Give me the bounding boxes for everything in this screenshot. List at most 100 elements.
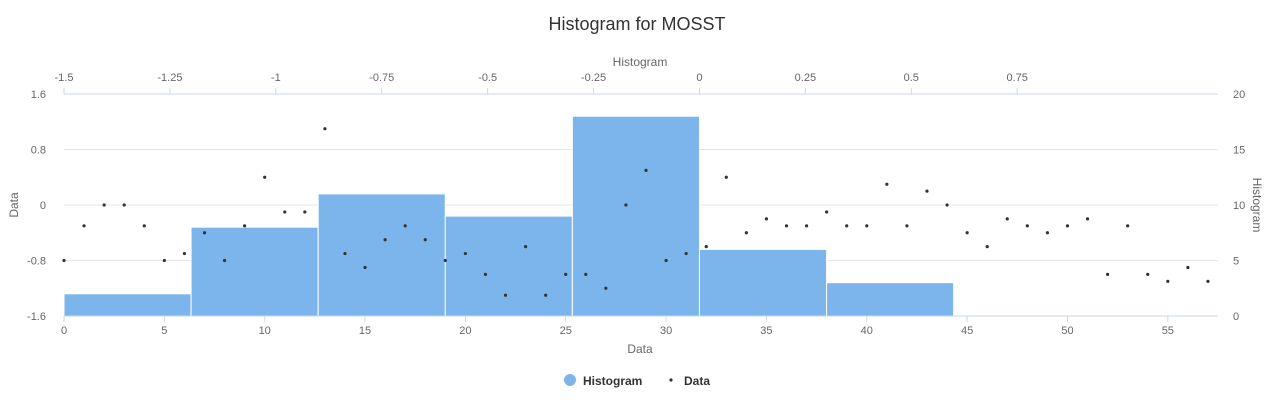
data-point[interactable]: [263, 175, 267, 179]
data-point[interactable]: [323, 127, 327, 131]
legend-histogram-symbol: [564, 374, 576, 386]
data-point[interactable]: [1146, 272, 1150, 276]
data-point[interactable]: [744, 231, 748, 235]
data-point[interactable]: [303, 210, 307, 214]
data-point[interactable]: [162, 258, 166, 263]
histogram-bar[interactable]: [826, 282, 955, 317]
data-point[interactable]: [102, 203, 106, 207]
data-point[interactable]: [664, 258, 668, 263]
data-point[interactable]: [764, 217, 769, 221]
x-top-tick-label: -0.25: [581, 72, 606, 84]
data-point[interactable]: [483, 272, 488, 276]
data-point[interactable]: [383, 238, 387, 242]
legend-data-label: Data: [684, 374, 710, 388]
data-point[interactable]: [524, 245, 528, 249]
histogram-bar[interactable]: [63, 293, 192, 317]
x-bottom-tick-label: 40: [861, 325, 873, 337]
data-point[interactable]: [82, 224, 86, 228]
data-point[interactable]: [62, 258, 66, 263]
data-point[interactable]: [403, 224, 407, 228]
y-right-tick-label: 5: [1233, 256, 1239, 268]
y-right-tick-label: 20: [1233, 89, 1245, 101]
y-left-tick-label: -1.6: [27, 311, 46, 323]
data-point[interactable]: [584, 272, 588, 276]
x-bottom-tick-label: 5: [161, 325, 167, 337]
data-points: [62, 127, 1210, 297]
data-point[interactable]: [423, 238, 427, 242]
data-point[interactable]: [243, 224, 247, 228]
y-left-tick-label: 1.6: [31, 89, 46, 101]
data-point[interactable]: [463, 251, 467, 256]
x-top-tick-label: -1.25: [157, 72, 182, 84]
histogram-bar[interactable]: [317, 193, 446, 317]
data-point[interactable]: [604, 286, 608, 290]
data-point[interactable]: [503, 293, 508, 297]
x-top-tick-label: 0: [696, 72, 702, 84]
x-bottom-tick-label: 10: [259, 325, 271, 337]
data-point[interactable]: [283, 210, 287, 214]
data-point[interactable]: [443, 258, 447, 263]
data-point[interactable]: [1065, 224, 1070, 228]
x-top-tick-label: 0.5: [904, 72, 919, 84]
x-bottom-axis-title: Data: [627, 342, 653, 356]
legend-item-data[interactable]: Data: [669, 374, 710, 388]
x-bottom-tick-label: 35: [760, 325, 772, 337]
data-point[interactable]: [985, 245, 989, 249]
data-point[interactable]: [182, 251, 187, 256]
data-point[interactable]: [564, 272, 568, 276]
x-top-tick-label: -0.5: [478, 72, 497, 84]
data-point[interactable]: [202, 231, 207, 235]
data-point[interactable]: [865, 224, 869, 228]
data-point[interactable]: [1206, 279, 1210, 283]
histogram-bar[interactable]: [444, 215, 573, 317]
data-point[interactable]: [363, 265, 367, 270]
y-right-axis-title: Histogram: [1250, 178, 1264, 233]
data-point[interactable]: [804, 224, 809, 228]
data-point[interactable]: [784, 224, 789, 228]
data-point[interactable]: [1166, 279, 1170, 283]
data-point[interactable]: [1005, 217, 1009, 221]
chart-title: Histogram for MOSST: [548, 14, 725, 34]
x-bottom-tick-label: 15: [359, 325, 371, 337]
histogram-bar[interactable]: [698, 248, 828, 317]
data-point[interactable]: [965, 231, 969, 235]
data-point[interactable]: [704, 245, 708, 249]
y-right-tick-label: 10: [1233, 200, 1245, 212]
x-top-tick-label: -1: [271, 72, 281, 84]
data-point[interactable]: [925, 189, 929, 193]
data-point[interactable]: [1045, 231, 1050, 235]
data-point[interactable]: [724, 175, 728, 179]
data-point[interactable]: [544, 293, 548, 297]
data-point[interactable]: [945, 203, 949, 207]
y-right-tick-label: 15: [1233, 145, 1245, 157]
data-point[interactable]: [684, 251, 688, 256]
x-top-tick-label: 0.75: [1006, 72, 1027, 84]
axis-lines: [63, 88, 1218, 322]
data-point[interactable]: [905, 224, 909, 228]
x-bottom-tick-label: 55: [1162, 325, 1174, 337]
data-point[interactable]: [624, 203, 628, 207]
x-bottom-tick-label: 45: [961, 325, 973, 337]
y-left-axis-title: Data: [7, 192, 21, 218]
data-point[interactable]: [1186, 265, 1190, 270]
data-point[interactable]: [122, 203, 126, 207]
histogram-bar[interactable]: [190, 226, 319, 317]
data-point[interactable]: [343, 251, 347, 256]
histogram-bar[interactable]: [571, 115, 700, 317]
data-point[interactable]: [845, 224, 849, 228]
data-point[interactable]: [1106, 272, 1110, 276]
data-point[interactable]: [885, 182, 889, 186]
legend: Histogram Data: [564, 374, 710, 388]
data-point[interactable]: [644, 168, 648, 172]
data-point[interactable]: [222, 258, 227, 263]
data-point[interactable]: [825, 210, 829, 214]
data-point[interactable]: [1126, 224, 1130, 228]
data-point[interactable]: [1085, 217, 1090, 221]
legend-item-histogram[interactable]: Histogram: [564, 374, 642, 388]
y-right-tick-label: 0: [1233, 311, 1239, 323]
data-point[interactable]: [142, 224, 146, 228]
y-left-tick-label: 0: [40, 200, 46, 212]
legend-data-symbol: [669, 378, 673, 382]
data-point[interactable]: [1025, 224, 1029, 228]
